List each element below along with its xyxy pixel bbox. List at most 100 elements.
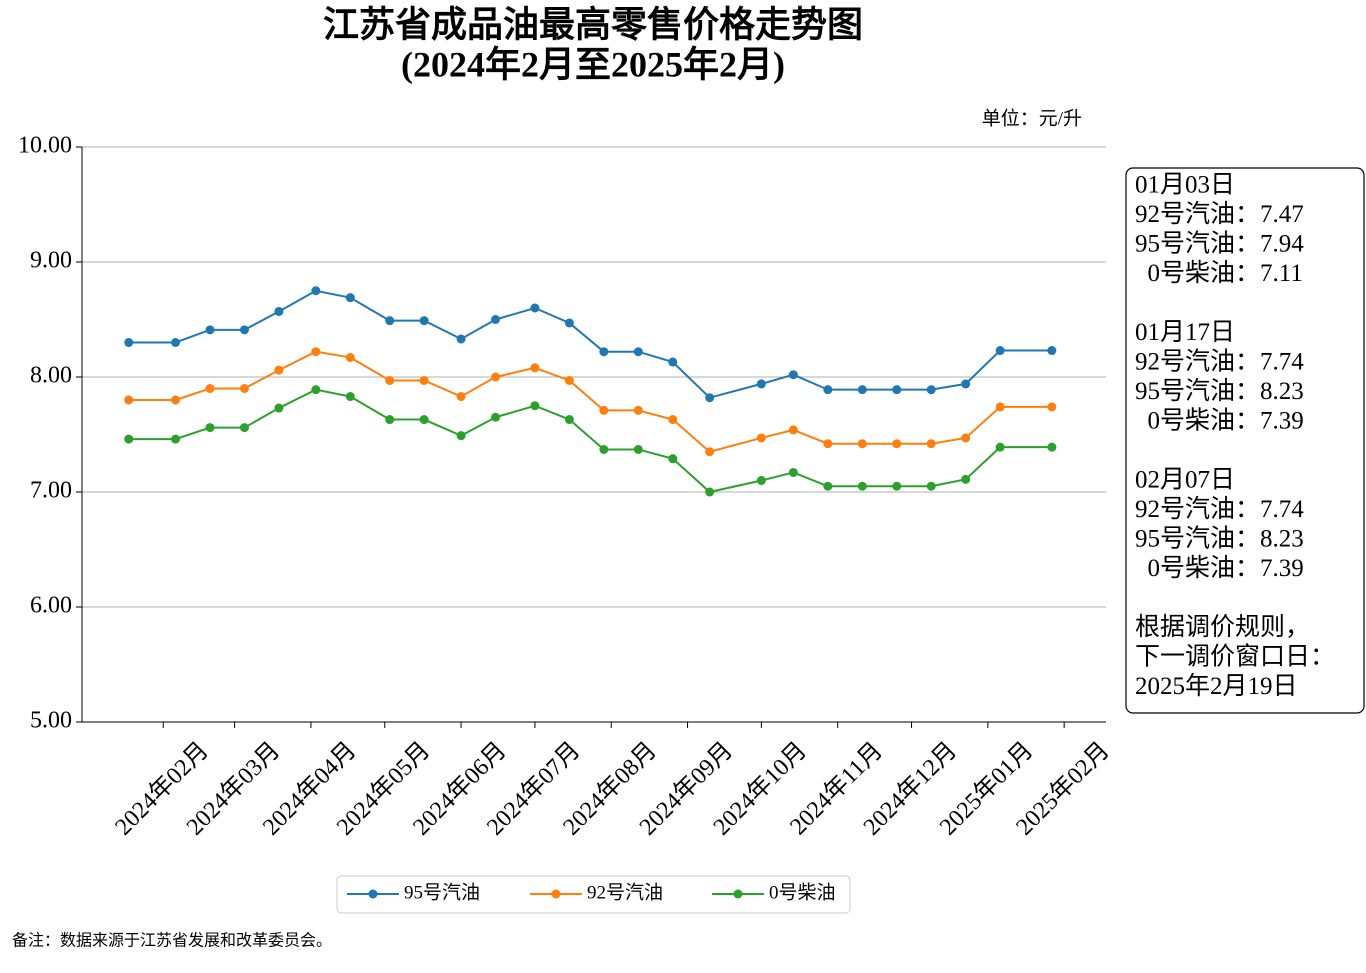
data-point <box>756 379 766 389</box>
data-point <box>668 357 678 367</box>
legend-box <box>336 875 851 914</box>
y-tick-label: 8.00 <box>30 363 72 389</box>
data-point <box>926 439 936 449</box>
data-point <box>345 392 355 402</box>
series-line <box>128 289 1052 399</box>
data-point <box>756 433 766 443</box>
y-tick-label: 6.00 <box>30 593 72 619</box>
data-point <box>239 423 249 433</box>
data-point <box>205 325 215 335</box>
data-point <box>171 395 181 405</box>
y-tick-label: 10.00 <box>18 133 72 159</box>
data-point <box>385 375 395 385</box>
data-point <box>995 402 1005 412</box>
data-point <box>857 439 867 449</box>
y-tick-label: 7.00 <box>30 478 72 504</box>
annotation-line: 95号汽油：8.23 <box>1135 525 1304 553</box>
data-point <box>1047 442 1057 452</box>
series-line <box>128 350 1052 453</box>
data-point <box>205 423 215 433</box>
data-point <box>385 415 395 425</box>
data-point <box>705 487 715 497</box>
annotation-line: 95号汽油：7.94 <box>1135 230 1304 258</box>
data-point <box>1047 402 1057 412</box>
data-point <box>857 385 867 395</box>
data-point <box>564 318 574 328</box>
data-point <box>564 375 574 385</box>
data-point <box>788 467 798 477</box>
annotation-line: 95号汽油：8.23 <box>1135 377 1304 405</box>
data-point <box>239 325 249 335</box>
data-point <box>995 346 1005 356</box>
data-point <box>1047 346 1057 356</box>
annotation-line: 0号柴油：7.39 <box>1135 407 1304 435</box>
data-point <box>456 431 466 441</box>
legend-marker <box>551 889 561 899</box>
annotation-line: 0号柴油：7.39 <box>1135 554 1304 582</box>
legend-label: 95号汽油 <box>404 881 480 903</box>
data-point <box>419 375 429 385</box>
data-point <box>456 334 466 344</box>
data-point <box>668 454 678 464</box>
data-point <box>892 439 902 449</box>
data-point <box>530 401 540 411</box>
legend-label: 92号汽油 <box>587 881 663 903</box>
annotation-line: 0号柴油：7.11 <box>1135 259 1303 287</box>
series-line <box>128 388 1052 494</box>
annotation-date: 02月07日 <box>1135 467 1235 494</box>
data-point <box>599 347 609 357</box>
data-point <box>491 315 501 324</box>
chart-subtitle: (2024年2月至2025年2月) <box>401 44 785 84</box>
data-point <box>124 395 134 405</box>
data-point <box>961 379 971 389</box>
annotation-date: 01月17日 <box>1135 319 1235 346</box>
data-point <box>205 384 215 393</box>
data-point <box>274 365 284 375</box>
annotation-line: 92号汽油：7.74 <box>1135 348 1304 376</box>
data-point <box>311 347 321 357</box>
data-point <box>564 415 574 425</box>
annotation-note: 下一调价窗口日： <box>1135 643 1335 671</box>
data-point <box>530 363 540 373</box>
data-point <box>274 306 284 316</box>
legend-marker <box>368 889 378 899</box>
annotation-line: 92号汽油：7.47 <box>1135 200 1304 228</box>
data-point <box>171 338 181 347</box>
data-point <box>857 481 867 491</box>
data-point <box>633 444 643 454</box>
data-point <box>668 415 678 425</box>
data-point <box>274 403 284 413</box>
annotation-note: 2025年2月19日 <box>1135 672 1298 700</box>
data-point <box>456 392 466 402</box>
annotation-date: 01月03日 <box>1135 172 1235 199</box>
data-point <box>385 316 395 326</box>
data-point <box>823 385 833 395</box>
footnote: 备注：数据来源于江苏省发展和改革委员会。 <box>12 932 332 950</box>
data-point <box>124 338 134 347</box>
data-point <box>599 444 609 454</box>
data-point <box>124 434 134 444</box>
data-point <box>419 316 429 326</box>
data-point <box>892 481 902 491</box>
data-point <box>491 372 501 382</box>
data-point <box>995 442 1005 452</box>
data-point <box>926 385 936 395</box>
data-point <box>961 433 971 443</box>
data-point <box>823 481 833 491</box>
data-point <box>171 434 181 444</box>
data-point <box>926 481 936 491</box>
data-point <box>491 412 501 422</box>
unit-label: 单位：元/升 <box>982 107 1082 129</box>
annotation-line: 92号汽油：7.74 <box>1135 495 1304 523</box>
data-point <box>633 405 643 415</box>
data-point <box>419 415 429 425</box>
data-point <box>823 439 833 449</box>
y-tick-label: 5.00 <box>30 708 72 734</box>
data-point <box>633 347 643 357</box>
data-point <box>311 385 321 395</box>
data-point <box>599 405 609 415</box>
data-point <box>961 474 971 484</box>
data-point <box>239 384 249 393</box>
data-point <box>345 293 355 303</box>
